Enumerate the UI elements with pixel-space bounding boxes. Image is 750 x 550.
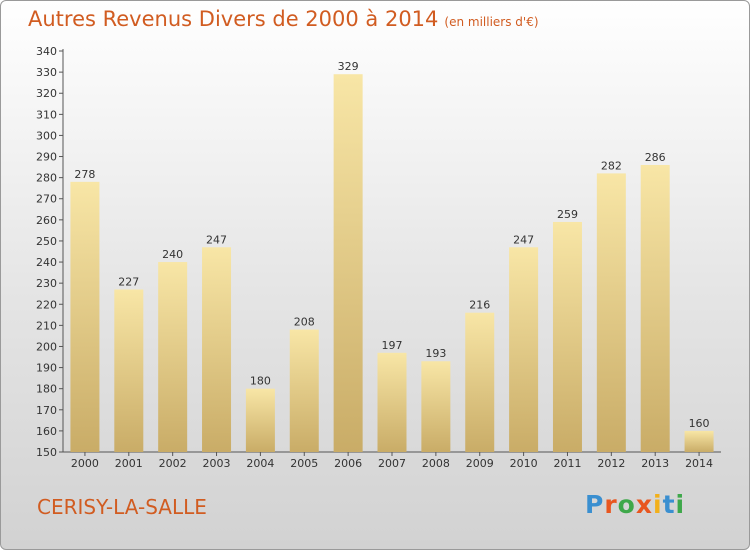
y-tick-label: 300 — [36, 129, 57, 142]
x-tick-label: 2000 — [71, 457, 99, 470]
x-tick-label: 2002 — [159, 457, 187, 470]
bar-value-label: 278 — [74, 168, 95, 181]
y-tick-label: 340 — [36, 45, 57, 58]
x-tick-label: 2006 — [334, 457, 362, 470]
logo-letter: r — [604, 490, 618, 519]
bar-value-label: 197 — [382, 339, 403, 352]
bar — [596, 173, 626, 452]
proxiti-logo[interactable]: Proxiti — [585, 490, 685, 519]
x-tick-label: 2014 — [685, 457, 713, 470]
bar — [245, 388, 275, 452]
logo-letter: i — [653, 490, 663, 519]
chart-title: Autres Revenus Divers de 2000 à 2014 (en … — [28, 7, 539, 31]
y-tick-label: 200 — [36, 340, 57, 353]
chart-data-labels: 278 227 240 247 180 208 329 197 193 216 247 259 282 2… — [74, 60, 709, 430]
bar — [114, 289, 144, 452]
chart-bars — [70, 74, 714, 452]
x-tick-label: 2005 — [290, 457, 318, 470]
x-tick-label: 2011 — [553, 457, 581, 470]
y-tick-label: 230 — [36, 277, 57, 290]
chart-title-text: Autres Revenus Divers de 2000 à 2014 — [28, 7, 439, 31]
chart-subtitle: (en milliers d'€) — [444, 15, 539, 29]
x-tick-label: 2009 — [466, 457, 494, 470]
y-tick-label: 220 — [36, 298, 57, 311]
location-label: CERISY-LA-SALLE — [37, 495, 207, 519]
y-tick-label: 330 — [36, 66, 57, 79]
logo-letter: x — [635, 490, 653, 519]
bar — [289, 329, 319, 452]
bar — [684, 430, 714, 452]
y-tick-label: 160 — [36, 425, 57, 438]
bar-value-label: 329 — [338, 60, 359, 73]
bar — [333, 74, 363, 452]
bar — [552, 221, 582, 452]
y-tick-label: 280 — [36, 172, 57, 185]
bar — [202, 247, 232, 452]
bar-value-label: 160 — [689, 417, 710, 430]
bar — [509, 247, 539, 452]
x-tick-label: 2012 — [597, 457, 625, 470]
bar — [465, 312, 495, 452]
bar-value-label: 216 — [469, 299, 490, 312]
bar-value-label: 193 — [425, 347, 446, 360]
y-tick-label: 210 — [36, 319, 57, 332]
bar — [158, 262, 188, 452]
x-tick-label: 2001 — [115, 457, 143, 470]
bar-value-label: 247 — [513, 233, 534, 246]
logo-letter: t — [662, 490, 676, 519]
y-tick-label: 290 — [36, 151, 57, 164]
y-tick-label: 270 — [36, 193, 57, 206]
x-tick-label: 2013 — [641, 457, 669, 470]
bar — [70, 181, 100, 452]
bar-value-label: 208 — [294, 316, 315, 329]
y-tick-label: 190 — [36, 362, 57, 375]
bar-value-label: 247 — [206, 233, 227, 246]
y-tick-label: 320 — [36, 87, 57, 100]
bar-value-label: 227 — [118, 275, 139, 288]
y-tick-label: 310 — [36, 108, 57, 121]
x-tick-label: 2003 — [203, 457, 231, 470]
bar — [421, 361, 451, 452]
bar-value-label: 286 — [645, 151, 666, 164]
bar — [377, 352, 407, 452]
bar-value-label: 180 — [250, 375, 271, 388]
logo-letter: i — [675, 490, 686, 519]
y-tick-label: 260 — [36, 214, 57, 227]
y-tick-label: 250 — [36, 235, 57, 248]
y-tick-label: 240 — [36, 256, 57, 269]
bar-value-label: 240 — [162, 248, 183, 261]
x-tick-label: 2004 — [246, 457, 274, 470]
y-tick-label: 170 — [36, 404, 57, 417]
bar-value-label: 259 — [557, 208, 578, 221]
logo-letter: P — [585, 490, 605, 519]
logo-letter: o — [617, 490, 636, 519]
bar — [640, 164, 670, 452]
x-tick-label: 2007 — [378, 457, 406, 470]
y-tick-label: 150 — [36, 446, 57, 459]
x-tick-label: 2008 — [422, 457, 450, 470]
x-tick-label: 2010 — [510, 457, 538, 470]
bar-value-label: 282 — [601, 159, 622, 172]
chart-axes: 150 160 170 180 190 200 210 220 230 240 250 260 270 2… — [36, 45, 721, 470]
y-tick-label: 180 — [36, 383, 57, 396]
